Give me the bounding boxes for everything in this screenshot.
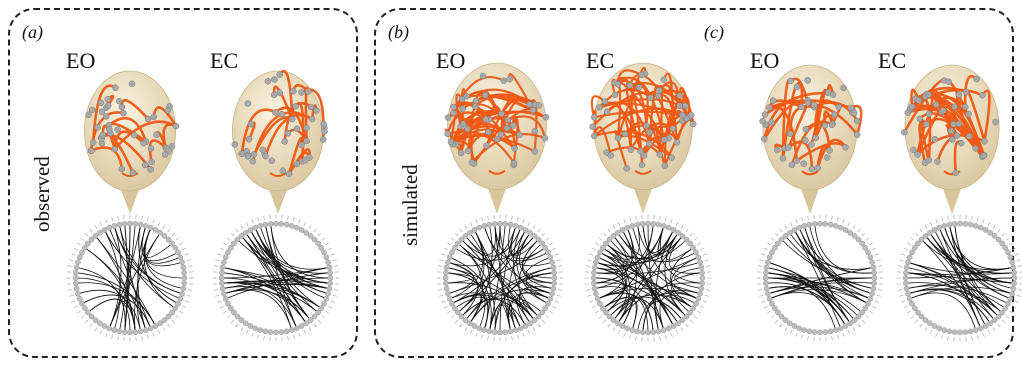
head-a-eo [84, 70, 180, 214]
row-label-observed: observed [30, 156, 54, 232]
head-b-ec [589, 62, 697, 214]
head-c-ec [901, 64, 1000, 214]
cond-b-ec: EC [586, 48, 615, 73]
circle-b-eo [436, 214, 564, 342]
head-b-eo [444, 62, 550, 214]
head-a-ec [231, 69, 328, 214]
panel-b-label: (b) [388, 22, 409, 42]
head-c-eo [759, 64, 863, 214]
cond-c-eo: EO [750, 48, 780, 73]
circle-b-ec [584, 214, 712, 342]
panel-c-label: (c) [704, 22, 724, 42]
circle-c-ec [896, 214, 1022, 342]
panel-bc-frame [374, 8, 1014, 358]
cond-b-eo: EO [436, 48, 466, 73]
circle-c-eo [756, 214, 884, 342]
panel-a-frame [8, 8, 358, 358]
circle-a-ec [212, 214, 340, 342]
cond-a-eo: EO [66, 48, 96, 73]
row-label-simulated: simulated [398, 164, 422, 246]
cond-c-ec: EC [878, 48, 907, 73]
panel-a-label: (a) [22, 22, 43, 42]
cond-a-ec: EC [210, 48, 239, 73]
circle-a-eo [66, 214, 194, 342]
